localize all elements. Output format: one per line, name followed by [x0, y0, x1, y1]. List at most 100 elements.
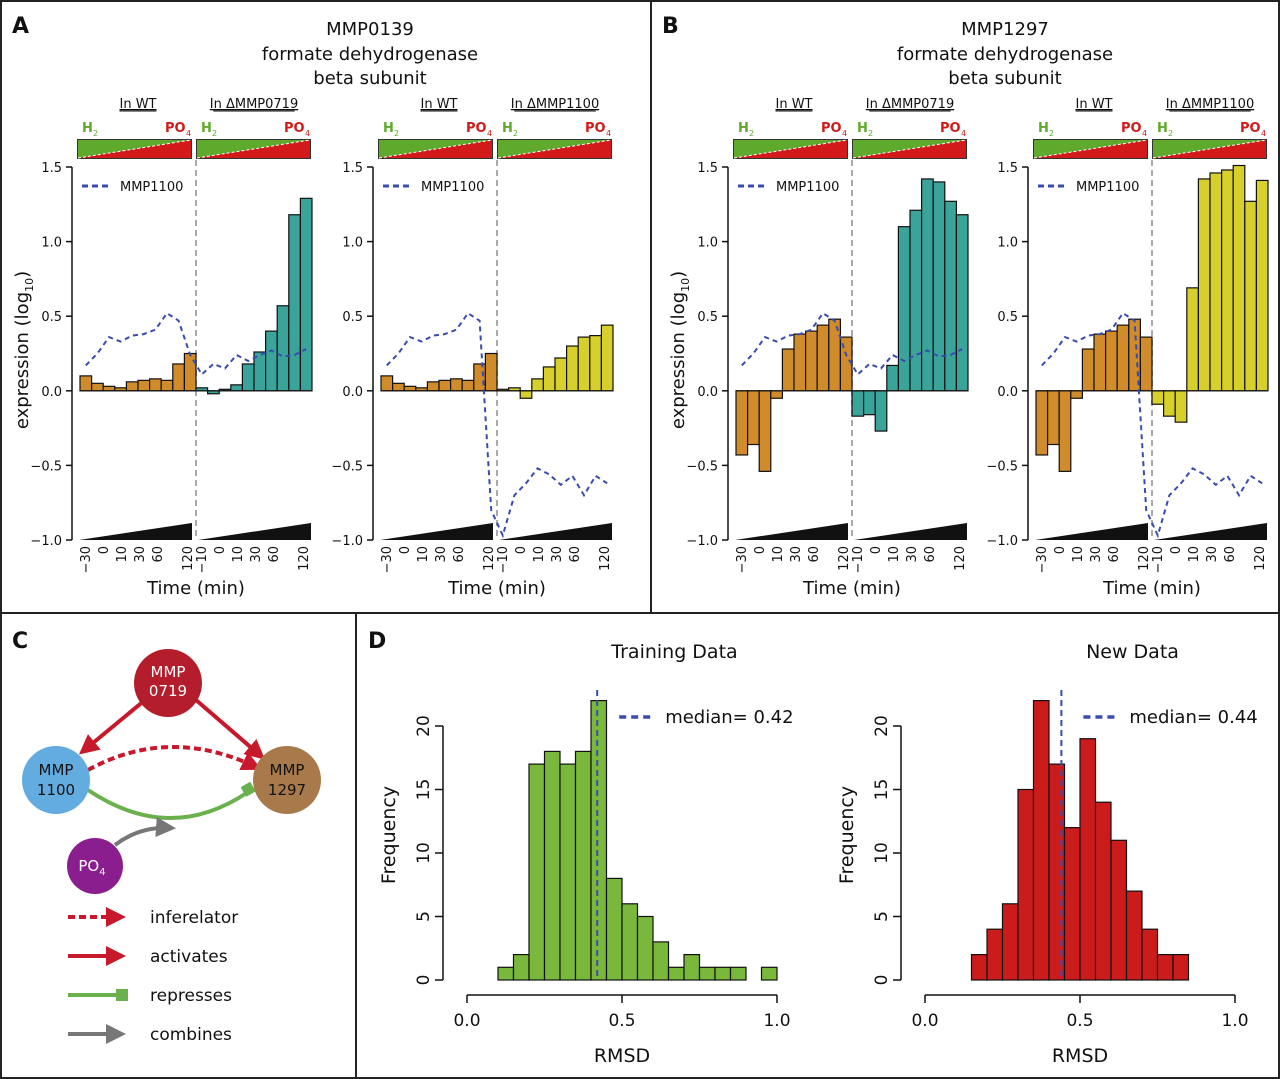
bar-wt — [426, 381, 440, 392]
y-tick-label: −1.0 — [331, 534, 363, 549]
node-mmp1100-line1: MMP — [39, 761, 74, 779]
y-tick-label: 1.0 — [697, 236, 718, 251]
time-wedge — [735, 523, 848, 540]
histogram-bar — [543, 750, 561, 981]
po4-label: PO — [284, 121, 305, 136]
segment-label: In WT — [775, 97, 812, 112]
y-tick-label: 15 — [872, 779, 892, 801]
mmp1100-line — [386, 311, 608, 539]
x-tick-label: 10 — [416, 546, 431, 563]
bar-wt — [438, 379, 452, 392]
legend-dashed-label: MMP1100 — [776, 180, 839, 195]
y-tick-label: −0.5 — [986, 459, 1018, 474]
x-axis-label: Time (min) — [1102, 578, 1201, 599]
bar-wt — [1104, 330, 1118, 392]
bar-wt — [473, 363, 486, 392]
x-tick-label: 60 — [923, 546, 938, 563]
po4-label: PO — [940, 121, 961, 136]
bar-wt — [1081, 348, 1095, 392]
time-wedge — [1154, 523, 1267, 540]
y-tick-label: 1.0 — [997, 236, 1018, 251]
node-po4-label: PO4 — [78, 857, 105, 878]
panel-b-title-line3: beta subunit — [948, 68, 1061, 89]
y-tick-label: 5 — [414, 911, 434, 922]
h2-subscript: 2 — [1168, 129, 1173, 138]
time-wedge — [380, 523, 493, 540]
histogram-bar — [1001, 903, 1019, 981]
histogram-bar — [1079, 738, 1097, 981]
po4-label: PO — [1121, 121, 1142, 136]
panel-c-letter: C — [12, 629, 28, 654]
bar-mutant — [932, 181, 946, 392]
po4-subscript: 4 — [606, 129, 611, 138]
node-mmp1100-circle — [22, 746, 90, 814]
x-tick-label: −10 — [851, 546, 866, 573]
strip-divider — [1033, 139, 1148, 159]
bar-mutant — [1162, 390, 1176, 417]
bar-mutant — [886, 364, 899, 392]
bar-mutant — [299, 197, 313, 392]
bar-wt — [450, 378, 463, 392]
histogram-bar — [574, 750, 592, 981]
bar-wt — [160, 379, 174, 392]
expression-chart-b-left: −1.0−0.50.00.51.01.5In WTH 2 PO 4In ΔMMP071… — [668, 97, 969, 599]
y-tick-label: 20 — [414, 715, 434, 737]
strip-divider — [1152, 139, 1267, 159]
x-tick-label: 60 — [568, 546, 583, 563]
segment-label: In WT — [119, 97, 156, 112]
y-tick-label: 0.5 — [342, 310, 363, 325]
bar-wt — [149, 378, 162, 392]
x-tick-label: 30 — [1205, 546, 1220, 563]
bar-wt — [781, 348, 795, 392]
bar-mutant — [909, 209, 923, 392]
x-tick-label: 60 — [151, 546, 166, 563]
h2-subscript: 2 — [394, 129, 399, 138]
bar-mutant — [1220, 169, 1234, 392]
x-tick-label: −30 — [79, 546, 94, 573]
bar-mutant — [1174, 390, 1188, 423]
histogram-bar — [1063, 826, 1081, 981]
y-tick-label: 1.0 — [41, 236, 62, 251]
x-tick-label: −10 — [1151, 546, 1166, 573]
expression-chart-b-right: −1.0−0.50.00.51.01.5In WTH 2 PO 4In ΔMMP110… — [986, 97, 1269, 599]
legend-represses-end — [116, 989, 128, 1001]
po4-label: PO — [585, 121, 606, 136]
x-tick-label: 0 — [753, 546, 768, 554]
x-tick-label: −10 — [496, 546, 511, 573]
h2-subscript: 2 — [868, 129, 873, 138]
x-axis-label: Time (min) — [146, 578, 245, 599]
histogram-bar — [590, 699, 608, 981]
panel-b-title-line1: MMP1297 — [961, 19, 1049, 40]
y-tick-label: 0.5 — [41, 310, 62, 325]
bar-wt — [758, 390, 772, 472]
node-mmp1100-line2: 1100 — [37, 781, 75, 799]
histogram-title: Training Data — [610, 641, 737, 663]
y-axis-label: Frequency — [836, 786, 858, 884]
histogram-bar — [1141, 928, 1159, 981]
segment-label: In ΔMMP1100 — [511, 97, 599, 112]
y-tick-label: 20 — [872, 715, 892, 737]
histogram-bar — [559, 763, 577, 981]
legend-combines-label: combines — [150, 1025, 232, 1045]
x-tick-label: 30 — [905, 546, 920, 563]
po4-label: PO — [466, 121, 487, 136]
histogram-bar — [729, 966, 747, 981]
po4-subscript: 4 — [842, 129, 847, 138]
bar-mutant — [230, 384, 244, 392]
time-wedge — [854, 523, 967, 540]
po4-label: PO — [165, 121, 186, 136]
x-tick-label: 120 — [1253, 546, 1268, 571]
mmp1100-line — [1041, 311, 1263, 539]
histogram-bar — [1094, 801, 1112, 981]
panel-a-header: A MMP0139 formate dehydrogenase beta sub… — [12, 14, 478, 89]
y-tick-label: 0 — [872, 975, 892, 986]
x-tick-label: 60 — [807, 546, 822, 563]
x-tick-label: 30 — [1089, 546, 1104, 563]
x-tick-label: 0 — [213, 546, 228, 554]
po4-label: PO — [821, 121, 842, 136]
x-tick-label: 120 — [482, 546, 497, 571]
y-tick-label: 1.5 — [697, 161, 718, 176]
y-tick-label: 1.5 — [342, 161, 363, 176]
segment-label: In WT — [420, 97, 457, 112]
bar-wt — [770, 390, 783, 399]
